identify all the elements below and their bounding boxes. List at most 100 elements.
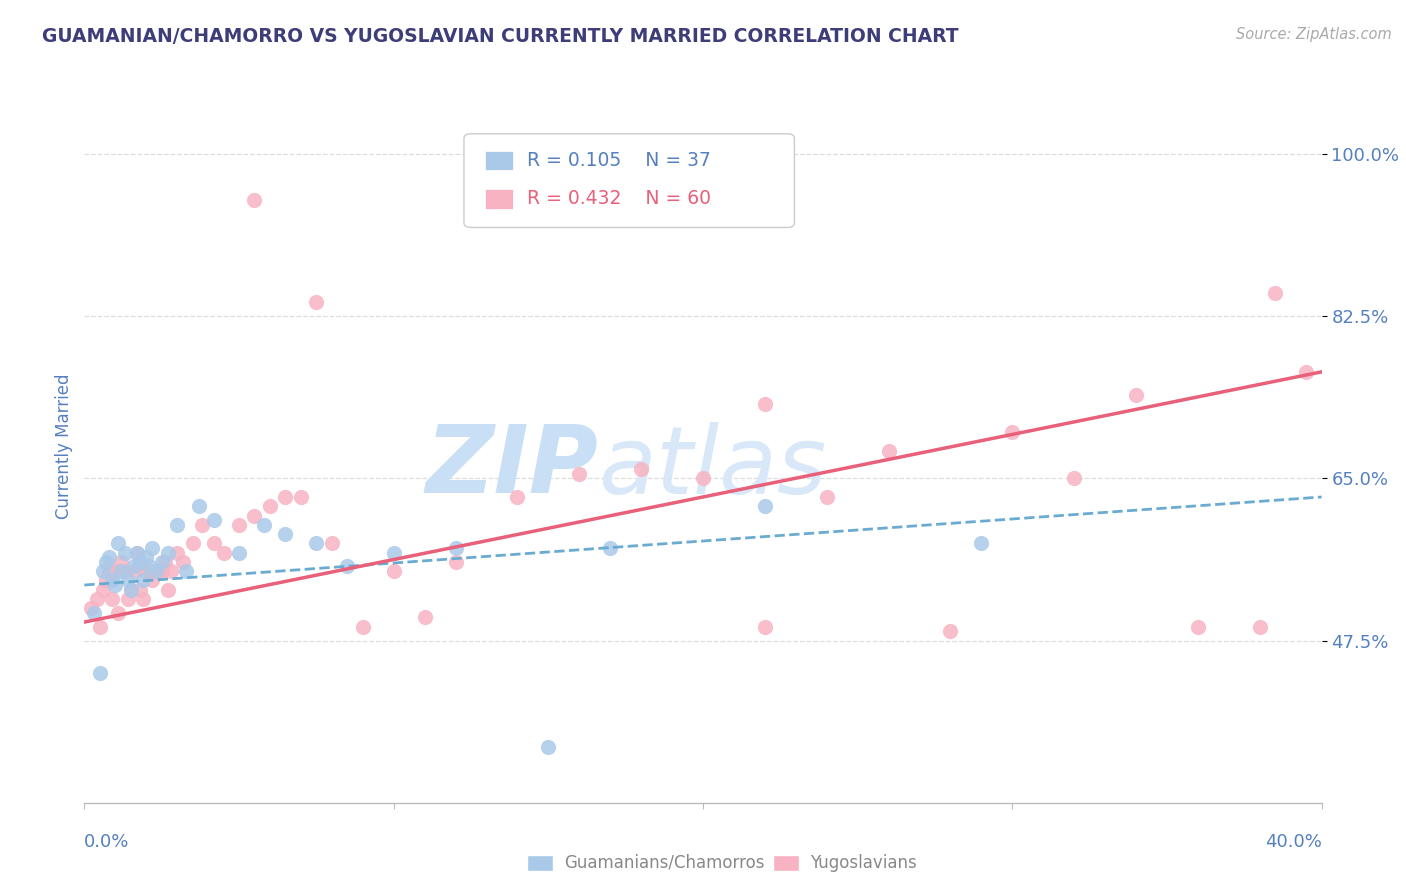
Point (110, 564, 132, 578)
Point (148, 564, 170, 578)
Point (970, 536, 993, 550)
Text: 40.0%: 40.0% (1265, 833, 1322, 851)
Text: ZIP: ZIP (425, 421, 598, 514)
Point (98, 564, 121, 578)
Point (228, 517, 250, 532)
Point (141, 574, 163, 588)
Point (120, 582, 142, 597)
Point (336, 559, 359, 574)
Point (156, 545, 179, 559)
Point (132, 574, 155, 588)
Point (305, 536, 328, 550)
Point (877, 443, 900, 458)
Point (129, 582, 152, 597)
Point (135, 564, 157, 578)
Point (122, 564, 145, 578)
Point (754, 500, 776, 514)
Point (228, 545, 250, 559)
Point (1264, 286, 1286, 301)
Point (153, 555, 176, 569)
Y-axis label: Currently Married: Currently Married (55, 373, 73, 519)
Point (160, 564, 183, 578)
Point (135, 550, 157, 565)
Point (101, 574, 124, 588)
Point (122, 559, 145, 574)
Point (104, 578, 127, 592)
Point (166, 517, 188, 532)
Text: R = 0.105    N = 37: R = 0.105 N = 37 (527, 151, 711, 170)
Point (202, 513, 225, 527)
Point (91, 564, 114, 578)
Text: atlas: atlas (598, 422, 827, 513)
Point (117, 591, 139, 606)
Point (125, 545, 148, 559)
Point (91, 582, 114, 597)
Point (692, 471, 714, 485)
Text: Source: ZipAtlas.com: Source: ZipAtlas.com (1236, 27, 1392, 42)
Point (212, 545, 235, 559)
Point (150, 564, 173, 578)
Point (274, 527, 297, 541)
Point (89, 666, 111, 681)
Point (1125, 388, 1147, 402)
Point (150, 555, 173, 569)
Text: Yugoslavians: Yugoslavians (810, 854, 917, 871)
Point (352, 620, 374, 634)
Point (107, 536, 129, 550)
Point (444, 541, 467, 555)
Point (101, 591, 124, 606)
Point (568, 467, 591, 481)
Point (1063, 471, 1085, 485)
Point (141, 541, 163, 555)
Point (120, 582, 142, 597)
Point (117, 574, 139, 588)
Point (305, 295, 328, 310)
Point (110, 555, 132, 569)
Point (630, 462, 652, 476)
Point (939, 624, 962, 639)
Point (243, 194, 266, 208)
Point (83, 606, 105, 620)
Text: Guamanians/Chamorros: Guamanians/Chamorros (564, 854, 765, 871)
Point (1295, 365, 1317, 379)
Point (1187, 620, 1209, 634)
Text: 0.0%: 0.0% (84, 833, 129, 851)
Text: GUAMANIAN/CHAMORRO VS YUGOSLAVIAN CURRENTLY MARRIED CORRELATION CHART: GUAMANIAN/CHAMORRO VS YUGOSLAVIAN CURREN… (42, 27, 959, 45)
Point (176, 564, 198, 578)
Point (274, 490, 297, 504)
Point (382, 564, 405, 578)
Point (815, 490, 838, 504)
Point (114, 564, 136, 578)
Point (413, 610, 436, 624)
Point (321, 536, 343, 550)
Point (132, 591, 155, 606)
Point (156, 582, 179, 597)
Point (181, 536, 204, 550)
Point (537, 740, 560, 755)
Point (243, 508, 266, 523)
Point (259, 500, 281, 514)
Point (114, 545, 136, 559)
Point (754, 620, 776, 634)
Point (94, 555, 117, 569)
Point (444, 555, 467, 569)
Point (202, 536, 225, 550)
Point (138, 559, 160, 574)
Point (1249, 620, 1271, 634)
Point (166, 545, 188, 559)
Point (89, 620, 111, 634)
Point (79, 601, 101, 615)
Point (94, 574, 117, 588)
Point (506, 490, 529, 504)
Point (138, 564, 160, 578)
Point (104, 564, 127, 578)
Point (1001, 425, 1024, 439)
Point (253, 517, 276, 532)
Point (98, 550, 121, 565)
Point (129, 555, 152, 569)
Point (86, 591, 108, 606)
Point (191, 517, 214, 532)
Point (599, 541, 621, 555)
Point (145, 564, 167, 578)
Point (107, 606, 129, 620)
